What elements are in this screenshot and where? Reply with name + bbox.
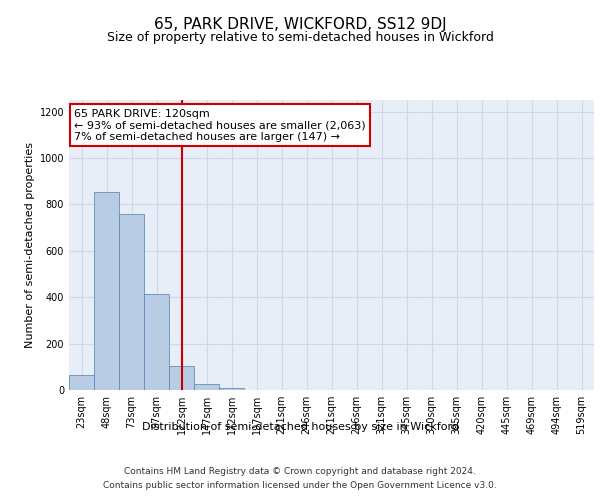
Text: Contains HM Land Registry data © Crown copyright and database right 2024.: Contains HM Land Registry data © Crown c… [124, 468, 476, 476]
Y-axis label: Number of semi-detached properties: Number of semi-detached properties [25, 142, 35, 348]
Bar [69, 375, 94, 390]
Bar [144, 294, 169, 390]
Bar [169, 366, 194, 390]
Text: Contains public sector information licensed under the Open Government Licence v3: Contains public sector information licen… [103, 481, 497, 490]
Text: 65, PARK DRIVE, WICKFORD, SS12 9DJ: 65, PARK DRIVE, WICKFORD, SS12 9DJ [154, 18, 446, 32]
Text: Size of property relative to semi-detached houses in Wickford: Size of property relative to semi-detach… [107, 31, 493, 44]
Bar [194, 384, 219, 390]
Bar [94, 192, 119, 390]
Bar [219, 388, 244, 390]
Bar [119, 214, 144, 390]
Text: 65 PARK DRIVE: 120sqm
← 93% of semi-detached houses are smaller (2,063)
7% of se: 65 PARK DRIVE: 120sqm ← 93% of semi-deta… [74, 108, 366, 142]
Text: Distribution of semi-detached houses by size in Wickford: Distribution of semi-detached houses by … [142, 422, 458, 432]
